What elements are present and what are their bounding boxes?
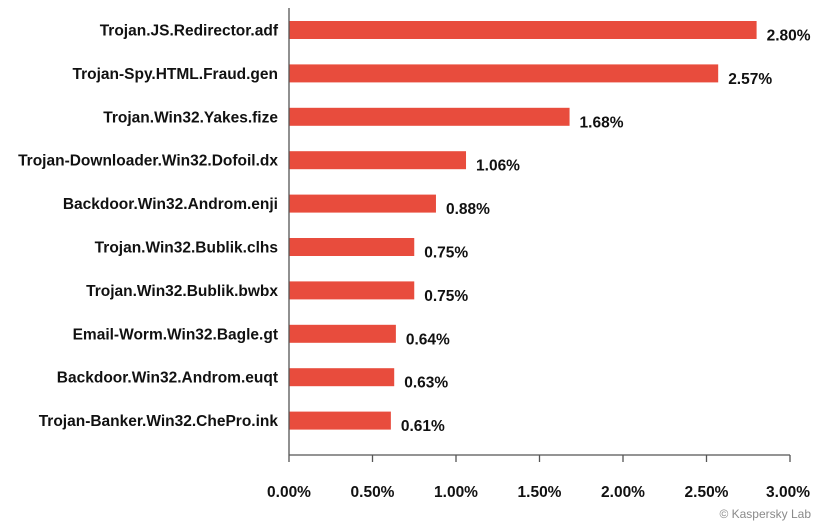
value-label: 1.06% <box>476 158 520 175</box>
x-tick-label: 2.50% <box>685 484 729 501</box>
category-labels: Trojan.JS.Redirector.adf Trojan-Spy.HTML.… <box>18 23 279 431</box>
x-tick-label: 2.00% <box>601 484 645 501</box>
category-label: Backdoor.Win32.Androm.euqt <box>57 370 278 387</box>
value-label: 2.57% <box>728 71 772 88</box>
x-tick-label: 0.00% <box>267 484 311 501</box>
value-label: 0.63% <box>404 375 448 392</box>
category-label: Trojan-Banker.Win32.ChePro.ink <box>39 413 279 430</box>
bar <box>289 64 719 83</box>
category-label: Trojan-Downloader.Win32.Dofoil.dx <box>18 153 278 170</box>
bar <box>289 324 396 343</box>
bar <box>289 194 436 213</box>
credit-text: © Kaspersky Lab <box>719 507 811 521</box>
category-label: Trojan.Win32.Yakes.fize <box>103 109 278 126</box>
bar <box>289 21 757 39</box>
value-label: 0.88% <box>446 201 490 218</box>
value-label: 0.75% <box>424 288 468 305</box>
category-label: Trojan.JS.Redirector.adf <box>100 23 279 40</box>
value-label: 1.68% <box>580 114 624 131</box>
value-label: 0.61% <box>401 418 445 435</box>
value-label: 2.80% <box>767 28 811 45</box>
x-tick-label: 1.50% <box>518 484 562 501</box>
bars-layer <box>289 21 757 430</box>
category-label: Trojan-Spy.HTML.Fraud.gen <box>72 66 278 83</box>
bar <box>289 151 467 170</box>
value-label: 0.64% <box>406 331 450 348</box>
bar <box>289 281 415 300</box>
bar <box>289 238 415 256</box>
x-tick-label: 0.50% <box>351 484 395 501</box>
category-label: Email-Worm.Win32.Bagle.gt <box>73 326 278 343</box>
bar <box>289 368 395 387</box>
x-axis: 0.00% 0.50% 1.00% 1.50% 2.00% 2.50% 3.00% <box>267 8 810 501</box>
category-label: Trojan.Win32.Bublik.clhs <box>95 240 278 257</box>
category-label: Backdoor.Win32.Androm.enji <box>63 196 278 213</box>
bar <box>289 411 391 430</box>
bar <box>289 107 570 126</box>
value-labels: 2.80% 2.57% 1.68% 1.06% 0.88% 0.75% 0.75% 0.64%… <box>401 28 811 436</box>
category-label: Trojan.Win32.Bublik.bwbx <box>86 283 278 300</box>
value-label: 0.75% <box>424 245 468 262</box>
x-tick-label: 3.00% <box>766 484 810 501</box>
x-tick-label: 1.00% <box>434 484 478 501</box>
